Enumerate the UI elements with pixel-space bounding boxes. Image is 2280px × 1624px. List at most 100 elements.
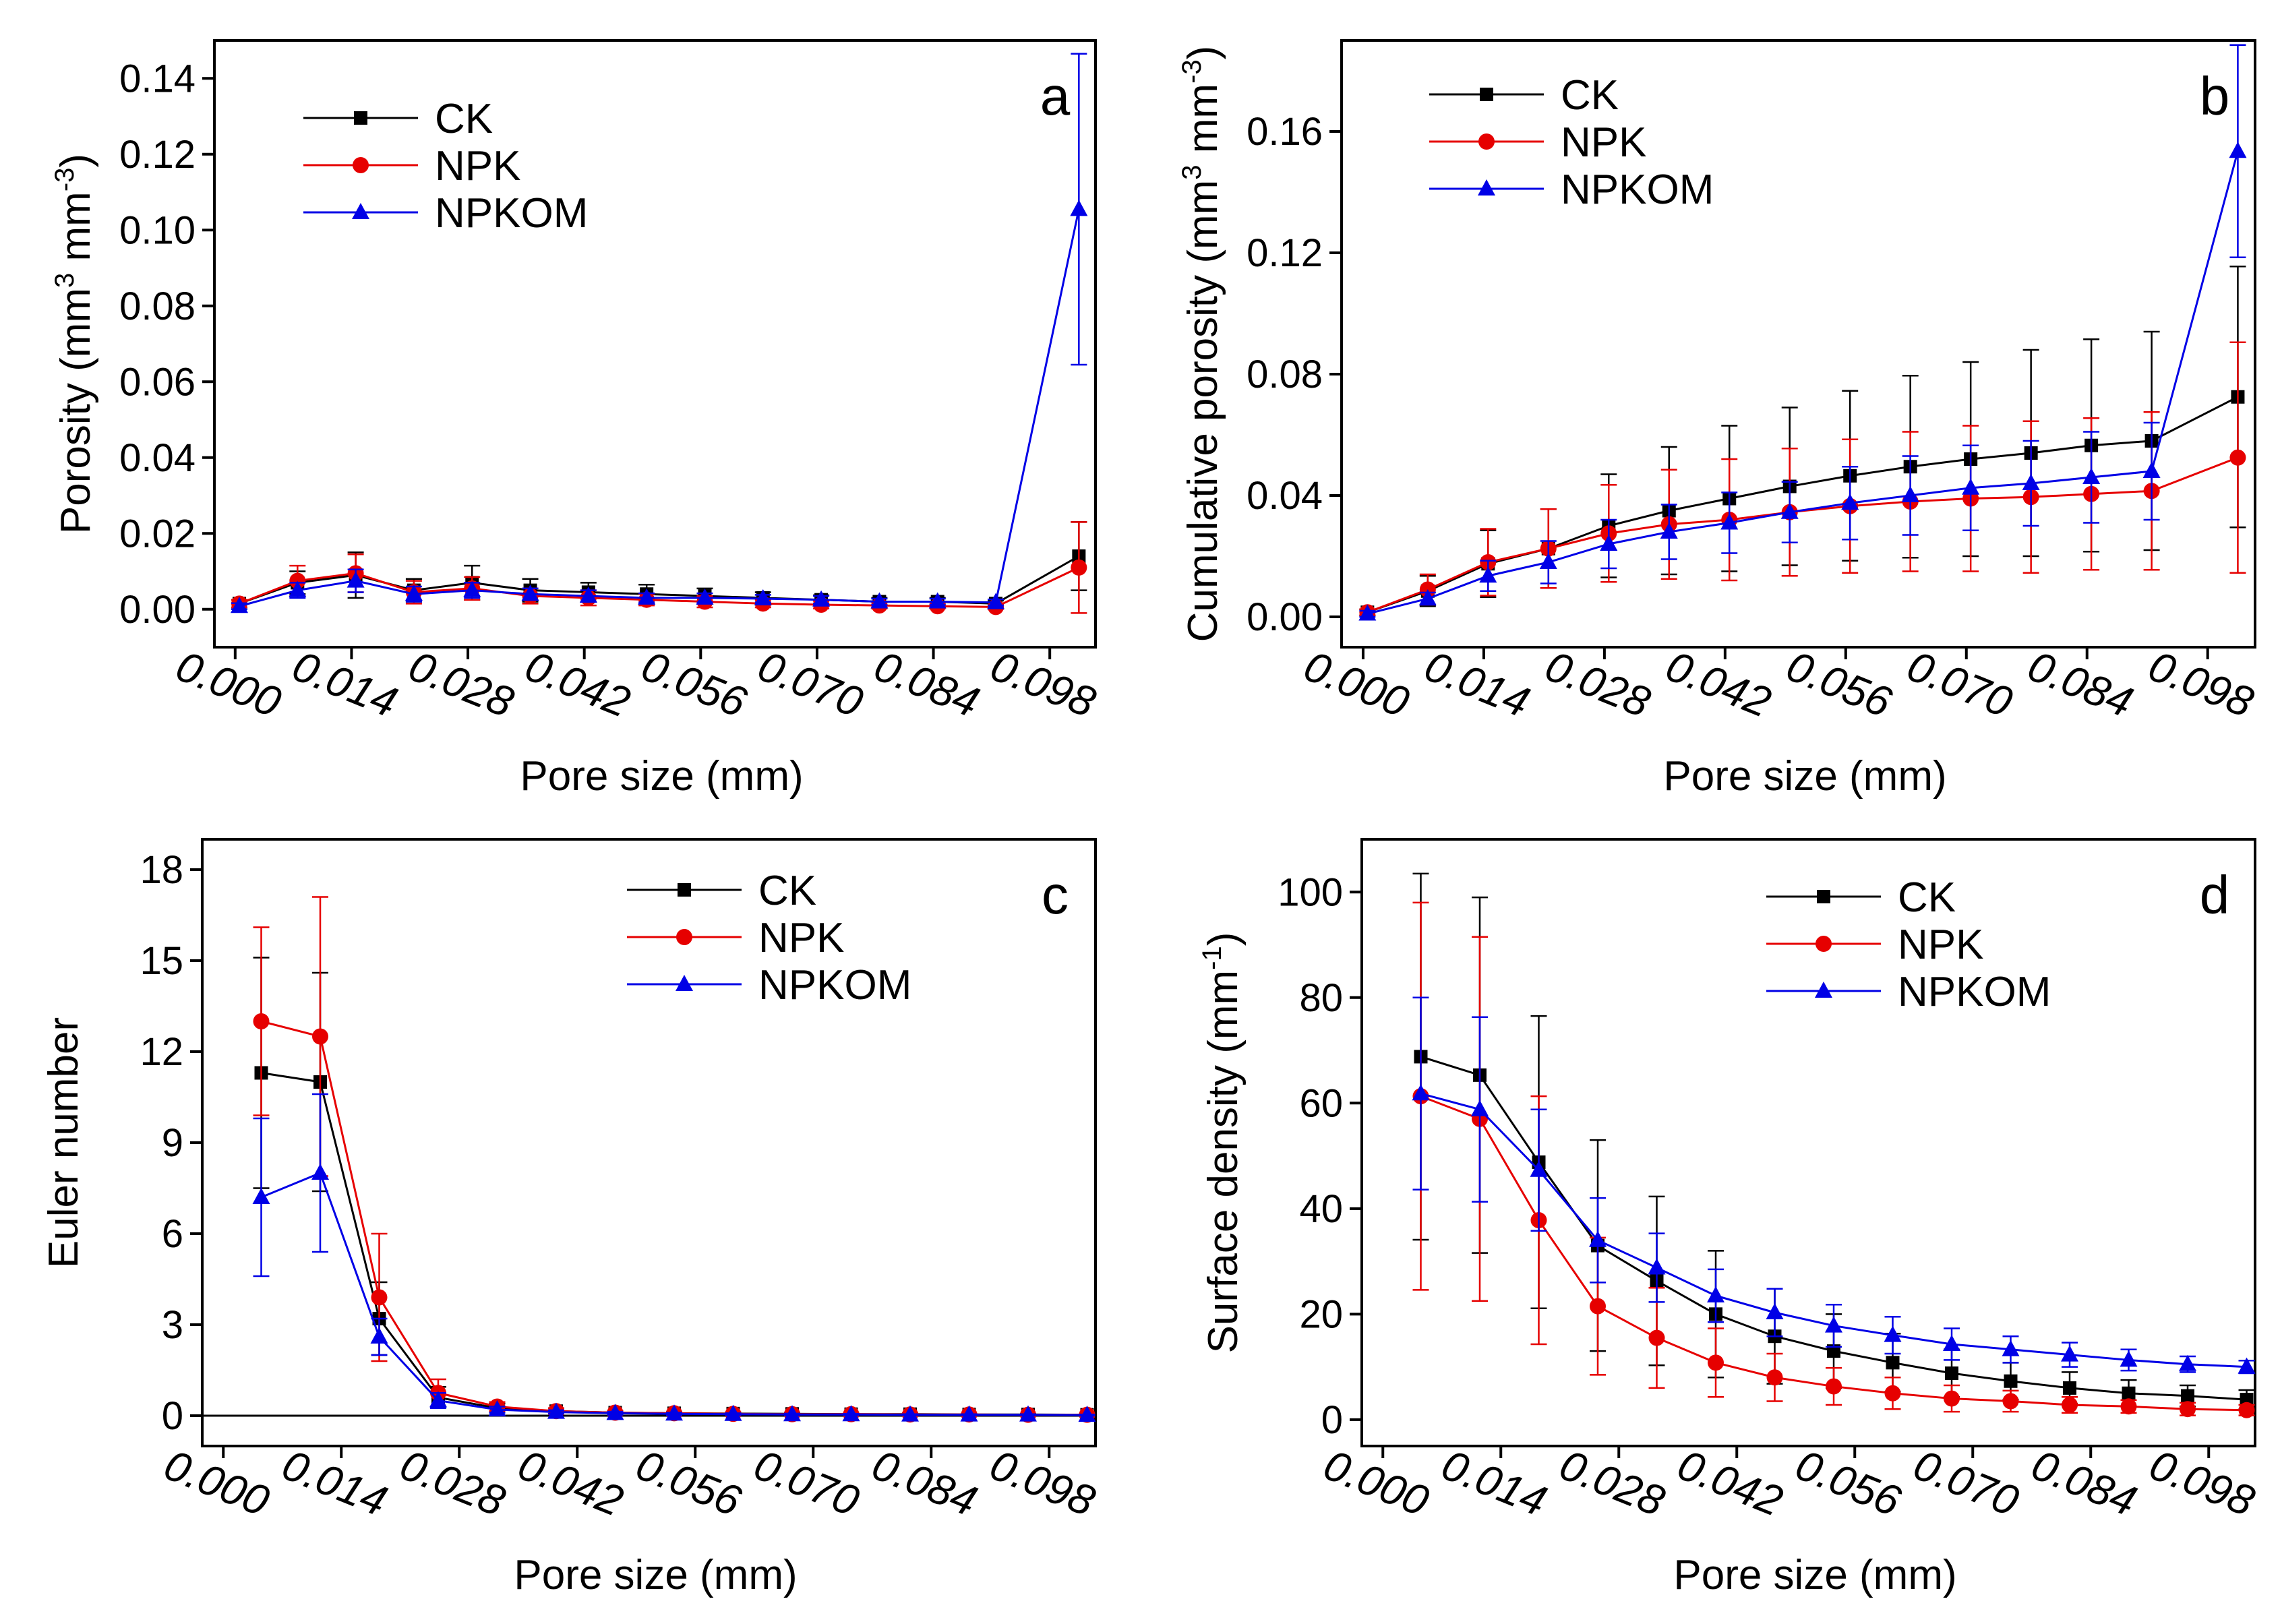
data-point: [1707, 1286, 1724, 1302]
legend-marker-ck: [354, 111, 367, 125]
data-point: [812, 590, 831, 607]
y-tick-label: 0: [1321, 1398, 1343, 1442]
data-point: [289, 580, 307, 597]
data-point: [870, 592, 889, 609]
y-tick-label: 80: [1299, 976, 1343, 1020]
data-point: [312, 1028, 328, 1045]
series-npkom: [1412, 996, 2256, 1375]
legend-label-npk: NPK: [1898, 922, 1983, 968]
data-point: [1590, 1298, 1606, 1315]
y-axis-label: Euler number: [40, 1017, 87, 1268]
legend-marker-npkom: [1815, 982, 1832, 998]
data-point: [1766, 1303, 1784, 1319]
data-point: [2063, 1381, 2076, 1395]
y-tick-label: 6: [162, 1212, 183, 1256]
panel-letter: c: [1042, 865, 1069, 925]
legend-label-ck: CK: [1561, 72, 1619, 119]
y-tick-label: 0.14: [119, 57, 196, 100]
data-point: [2002, 1340, 2020, 1356]
data-point: [1479, 566, 1497, 583]
data-point: [754, 589, 772, 605]
legend-label-npkom: NPKOM: [1898, 969, 2051, 1015]
data-point: [665, 1404, 683, 1421]
data-point: [1019, 1405, 1037, 1422]
y-tick-label: 0.06: [119, 360, 196, 404]
x-axis-label: Pore size (mm): [520, 753, 803, 800]
y-tick-label: 100: [1278, 870, 1343, 914]
plot-frame: [213, 39, 1097, 649]
y-tick-label: 0.10: [119, 208, 196, 252]
data-point: [463, 580, 481, 597]
data-point: [1530, 1160, 1548, 1177]
legend-label-npk: NPK: [435, 143, 520, 189]
data-point: [2180, 1401, 2196, 1418]
y-tick-label: 0.04: [119, 436, 196, 480]
y-tick-label: 40: [1299, 1187, 1343, 1231]
data-point: [2238, 1357, 2256, 1374]
data-point: [311, 1164, 329, 1180]
data-point: [2120, 1398, 2137, 1415]
data-point: [371, 1289, 388, 1306]
y-tick-label: 15: [140, 939, 183, 983]
data-point: [1884, 1325, 1902, 1342]
series-npkom: [1358, 44, 2247, 621]
data-point: [1720, 513, 1739, 530]
data-point: [579, 587, 597, 603]
data-point: [1943, 1334, 1960, 1351]
data-point: [1539, 553, 1557, 569]
data-point: [404, 584, 423, 601]
plot-frame: [1340, 39, 2256, 649]
data-point: [1412, 1084, 1430, 1101]
legend-label-ck: CK: [758, 868, 816, 914]
data-point: [1600, 535, 1618, 551]
y-tick-label: 0.12: [1247, 231, 1323, 275]
y-tick-label: 0.02: [119, 512, 196, 555]
legend-marker-npk: [1478, 133, 1495, 150]
data-point: [1945, 1366, 1958, 1380]
data-point: [1962, 478, 1980, 495]
data-point: [347, 571, 365, 588]
data-point: [488, 1400, 506, 1416]
y-tick-label: 0.04: [1247, 474, 1323, 518]
data-point: [2062, 1396, 2078, 1413]
data-point: [370, 1327, 388, 1344]
data-point: [2120, 1350, 2138, 1367]
legend-marker-npkom: [676, 975, 693, 991]
data-point: [2229, 142, 2247, 158]
data-point: [2229, 449, 2246, 466]
data-point: [1660, 522, 1678, 539]
data-point: [1944, 1390, 1960, 1407]
data-point: [842, 1405, 860, 1422]
y-axis-label: Porosity (mm3 mm-3): [50, 154, 99, 534]
data-point: [252, 1188, 270, 1204]
data-point: [2181, 1389, 2194, 1403]
legend-marker-ck: [1817, 890, 1830, 903]
panel-letter: d: [2200, 865, 2230, 925]
legend-marker-ck: [1480, 88, 1493, 101]
data-point: [960, 1405, 978, 1422]
y-tick-label: 0.00: [1247, 595, 1323, 639]
x-axis-label: Pore size (mm): [1663, 753, 1946, 800]
x-axis-label: Pore size (mm): [1673, 1552, 1956, 1598]
data-point: [1884, 1385, 1901, 1402]
data-point: [1901, 486, 1919, 502]
legend-marker-npk: [1816, 936, 1832, 952]
data-point: [1471, 1100, 1489, 1116]
data-point: [429, 1391, 447, 1408]
data-point: [2002, 1393, 2019, 1410]
data-point: [2022, 474, 2040, 490]
legend-label-npkom: NPKOM: [758, 962, 911, 1009]
data-point: [1825, 1316, 1842, 1333]
legend-label-ck: CK: [435, 96, 493, 142]
legend-label-ck: CK: [1898, 874, 1956, 921]
data-point: [987, 593, 1005, 609]
legend-label-npk: NPK: [1561, 119, 1646, 166]
data-point: [1708, 1354, 1724, 1371]
y-tick-label: 20: [1299, 1292, 1343, 1336]
data-point: [2179, 1354, 2196, 1371]
